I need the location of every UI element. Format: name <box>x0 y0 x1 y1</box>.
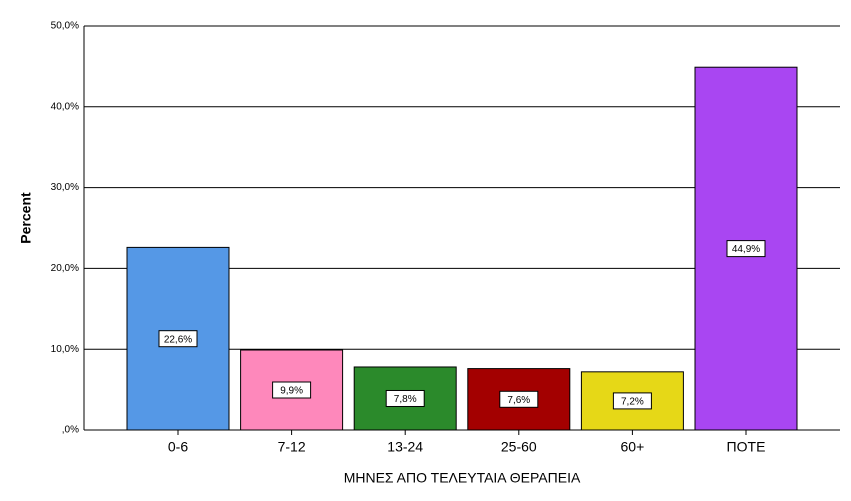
y-tick-label: ,0% <box>62 425 79 436</box>
x-tick-label: 25-60 <box>501 439 537 455</box>
x-tick-label: 0-6 <box>168 439 188 455</box>
y-tick-label: 10,0% <box>51 344 79 355</box>
x-axis-title: ΜΗΝΕΣ ΑΠΟ ΤΕΛΕΥΤΑΙΑ ΘΕΡΑΠΕΙΑ <box>344 470 581 486</box>
y-tick-label: 20,0% <box>51 263 79 274</box>
x-tick-label: 7-12 <box>278 439 306 455</box>
value-label: 44,9% <box>732 244 760 255</box>
value-label: 22,6% <box>164 334 192 345</box>
value-label: 7,2% <box>621 397 644 408</box>
y-axis-title: Percent <box>18 192 34 244</box>
x-tick-label: 13-24 <box>387 439 423 455</box>
y-tick-label: 40,0% <box>51 101 79 112</box>
value-label-box <box>385 389 425 407</box>
value-label-box <box>726 240 766 258</box>
y-tick-label: 50,0% <box>51 21 79 32</box>
x-tick-label: ΠΟΤΕ <box>727 439 766 455</box>
value-label: 7,6% <box>507 395 530 406</box>
value-label-box <box>158 330 198 348</box>
value-label: 9,9% <box>280 386 303 397</box>
y-tick-label: 30,0% <box>51 182 79 193</box>
value-label: 7,8% <box>394 394 417 405</box>
value-label-box <box>272 381 312 399</box>
value-label-box <box>612 392 652 410</box>
value-label-box <box>499 390 539 408</box>
x-tick-label: 60+ <box>621 439 645 455</box>
